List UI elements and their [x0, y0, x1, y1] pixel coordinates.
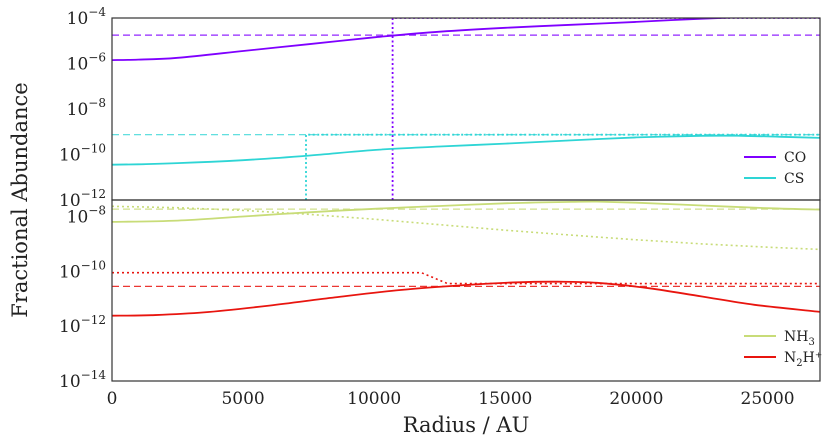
y-tick-label: 10−14 [59, 368, 106, 392]
bottom-plot-area [112, 200, 820, 317]
y-tick-label: 10−10 [59, 258, 106, 282]
top-plot-area [112, 18, 820, 200]
co-legend-label: CO [784, 150, 806, 166]
cs-legend-label: CS [784, 171, 804, 187]
cs-step-line [305, 133, 820, 200]
x-tick-label: 0 [107, 389, 118, 409]
y-tick-label: 10−10 [59, 142, 106, 166]
y-tick-label: 10−4 [67, 5, 107, 29]
y-tick-label: 10−8 [67, 96, 106, 120]
x-axis-label: Radius / AU [403, 413, 530, 437]
x-tick-label: 20000 [609, 389, 663, 409]
co-step-line [391, 18, 820, 200]
y-tick-label: 10−12 [59, 313, 106, 337]
bottom-frame [111, 199, 821, 382]
top-legend: CO CS [744, 150, 806, 187]
nh3-depletion-line [112, 205, 820, 251]
x-ticks: 0 5000 10000 15000 20000 25000 [107, 389, 795, 409]
y-tick-label: 10−6 [67, 51, 106, 75]
y-axis-label: Fractional Abundance [8, 82, 32, 317]
top-frame [111, 17, 821, 201]
x-tick-label: 25000 [741, 389, 795, 409]
n2h-legend-label: N2H⁺ [784, 350, 822, 369]
nh3-model-line [112, 200, 820, 223]
n2h-depletion-line [112, 271, 820, 285]
bottom-y-ticks: 10−8 10−10 10−12 10−14 [59, 204, 106, 393]
bottom-panel: 10−8 10−10 10−12 10−14 NH3 N2H⁺ [59, 199, 822, 393]
nh3-legend-label: NH3 [784, 329, 815, 348]
co-model-line [112, 18, 747, 61]
x-tick-label: 5000 [221, 389, 264, 409]
x-tick-label: 10000 [347, 389, 401, 409]
n2h-model-line [112, 280, 820, 317]
cs-model-line [112, 134, 820, 166]
y-tick-label: 10−8 [67, 204, 106, 228]
x-tick-label: 15000 [478, 389, 532, 409]
bottom-legend: NH3 N2H⁺ [744, 329, 822, 369]
